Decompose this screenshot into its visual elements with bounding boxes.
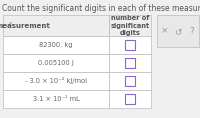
Text: measurement: measurement [0, 23, 50, 29]
Text: ↺: ↺ [174, 27, 182, 36]
Bar [3, 90, 109, 108]
Bar [125, 58, 135, 68]
Text: 3.1 × 10⁻¹ mL: 3.1 × 10⁻¹ mL [33, 96, 79, 102]
Bar [3, 54, 109, 72]
Bar [109, 15, 151, 36]
Bar [3, 36, 109, 54]
Text: ↖: ↖ [8, 22, 13, 27]
Text: number of
significant
digits: number of significant digits [110, 15, 150, 36]
Bar [109, 36, 151, 54]
Bar [157, 15, 199, 47]
Bar [3, 72, 109, 90]
Bar [109, 90, 151, 108]
Bar [109, 72, 151, 90]
Bar [3, 15, 109, 36]
Text: - 3.0 × 10⁻² kJ/mol: - 3.0 × 10⁻² kJ/mol [25, 77, 87, 84]
Bar [125, 40, 135, 50]
Text: 82300. kg: 82300. kg [39, 42, 73, 48]
Bar [109, 54, 151, 72]
Bar [125, 94, 135, 104]
Text: 0.005100 J: 0.005100 J [38, 60, 74, 66]
Text: ×: × [161, 27, 168, 36]
Text: Count the significant digits in each of these measurements:: Count the significant digits in each of … [2, 4, 200, 13]
Text: ?: ? [189, 27, 194, 36]
Bar [125, 76, 135, 86]
